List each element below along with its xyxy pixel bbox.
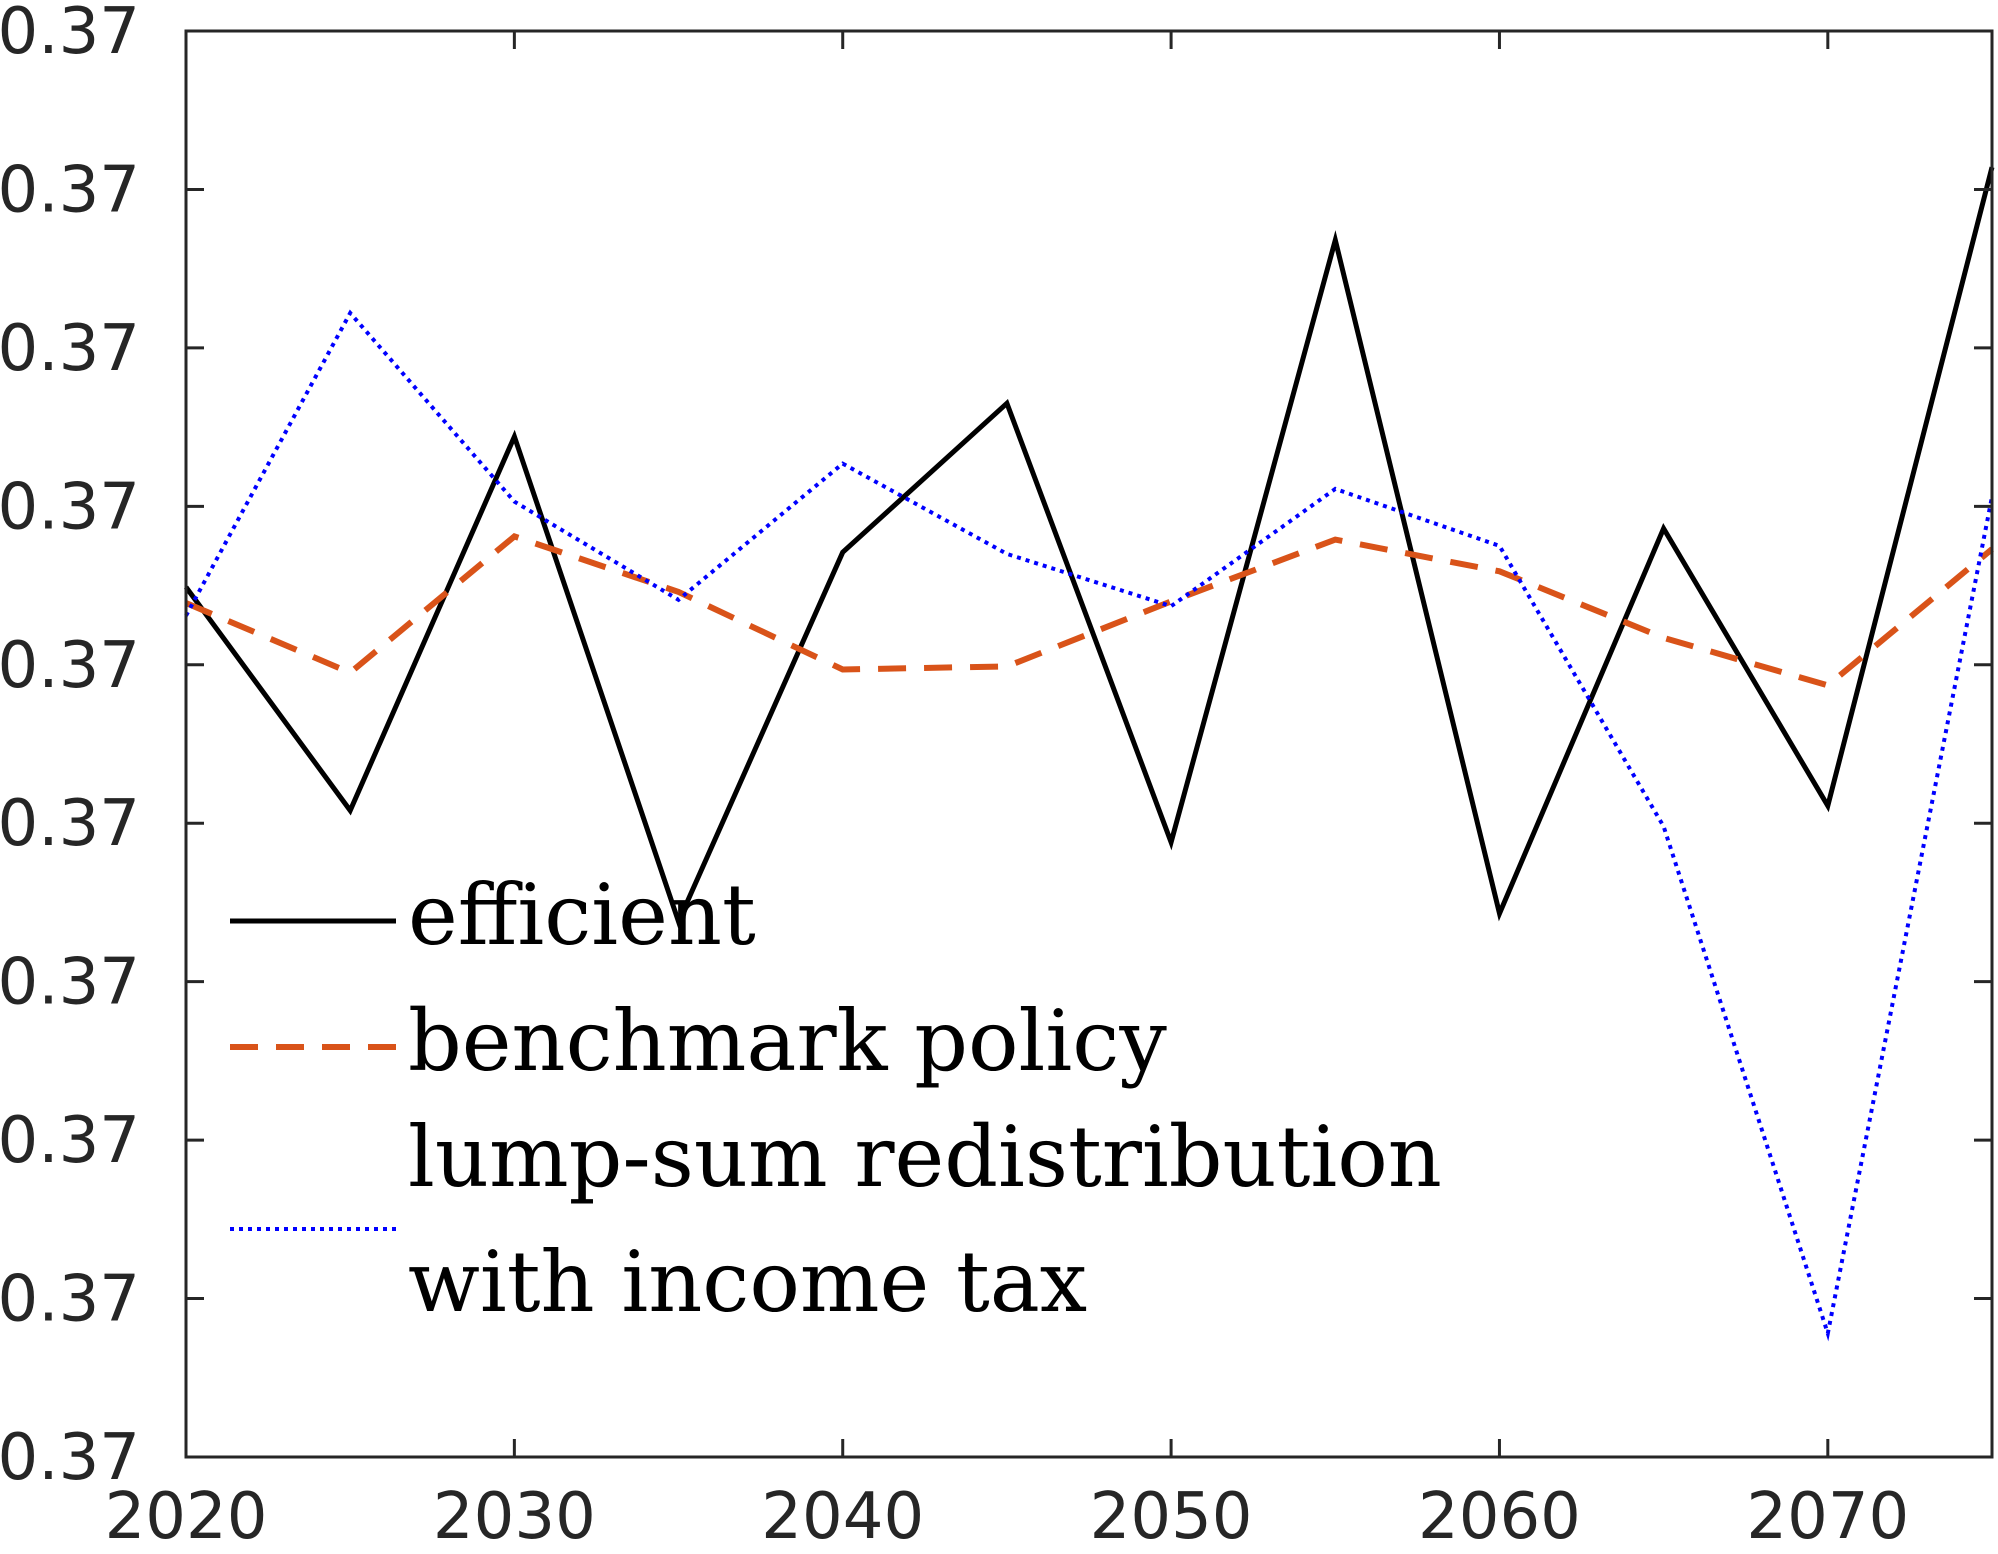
y-tick-label: 0.37 bbox=[0, 1421, 140, 1495]
legend-label: benchmark policy bbox=[408, 992, 1167, 1090]
legend: efficient benchmark policy lump-sum redist… bbox=[230, 866, 1442, 1331]
legend-entry-0: efficient bbox=[230, 866, 756, 964]
series-line-2 bbox=[184, 309, 1994, 1342]
y-tick-label: 0.37 bbox=[0, 946, 140, 1020]
y-tick-label: 0.37 bbox=[0, 153, 140, 227]
x-tick-label: 2020 bbox=[105, 1480, 268, 1554]
series-layer bbox=[183, 166, 1995, 1342]
y-tick-label: 0.37 bbox=[0, 1263, 140, 1337]
x-tick-label: 2050 bbox=[1090, 1480, 1253, 1554]
y-tick-label: 0.37 bbox=[0, 312, 140, 386]
y-tick-label: 0.37 bbox=[0, 787, 140, 861]
legend-label: lump-sum redistribution bbox=[408, 1108, 1442, 1206]
y-tick-label: 0.37 bbox=[0, 470, 140, 544]
y-tick-label: 0.37 bbox=[0, 629, 140, 703]
series-line-0 bbox=[183, 166, 1995, 929]
y-tick-label: 0.37 bbox=[0, 1104, 140, 1178]
axes-background bbox=[186, 31, 1992, 1457]
x-tick-label: 2060 bbox=[1418, 1480, 1581, 1554]
legend-label: efficient bbox=[408, 866, 756, 964]
x-tick-label: 2070 bbox=[1746, 1480, 1909, 1554]
series-line-1 bbox=[184, 533, 1994, 689]
x-tick-label: 2030 bbox=[433, 1480, 596, 1554]
legend-entry-2: lump-sum redistribution with income tax bbox=[230, 1108, 1442, 1331]
legend-entry-1: benchmark policy bbox=[230, 992, 1167, 1090]
y-tick-label: 0.37 bbox=[0, 0, 140, 69]
axes-box bbox=[184, 29, 1994, 1459]
x-tick-label: 2040 bbox=[761, 1480, 924, 1554]
legend-label: with income tax bbox=[408, 1233, 1087, 1331]
